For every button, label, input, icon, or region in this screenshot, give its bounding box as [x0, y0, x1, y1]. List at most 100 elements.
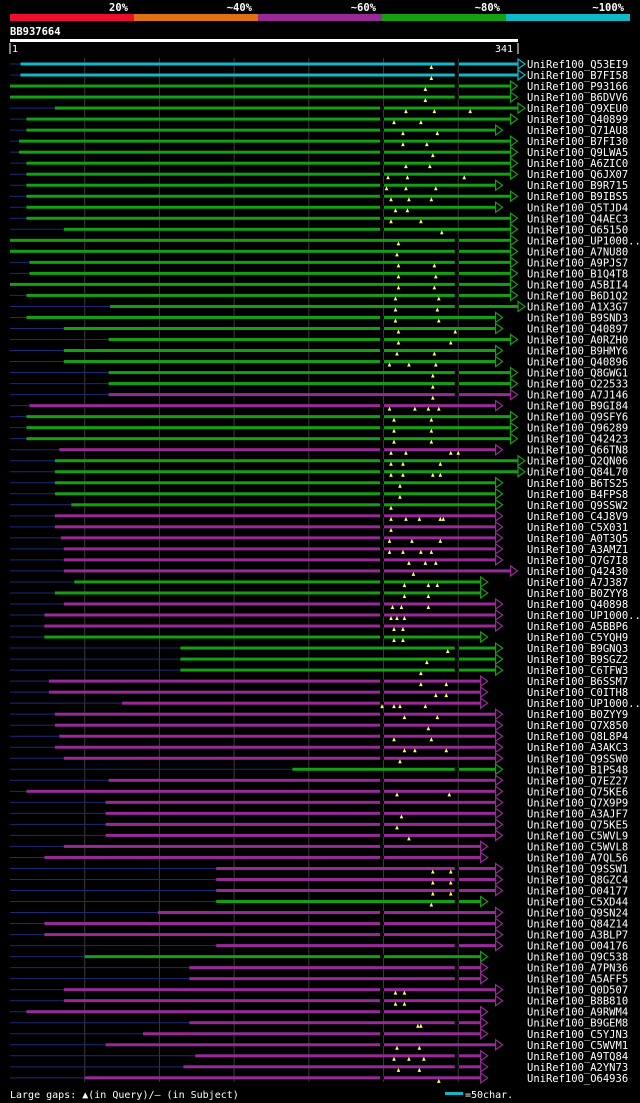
hit-label[interactable]: UniRef100_P93166	[527, 81, 628, 93]
hit-label[interactable]: UniRef100_C5X031	[527, 522, 628, 534]
hit-label[interactable]: UniRef100_C6TFW3	[527, 665, 628, 677]
hit-row[interactable]: UniRef100_Q84Z14	[10, 917, 628, 931]
hit-label[interactable]: UniRef100_A7NU80	[527, 246, 628, 258]
hit-row[interactable]: UniRef100_A0T3Q5	[10, 531, 628, 545]
hit-label[interactable]: UniRef100_B6DVV6	[527, 92, 628, 104]
hit-label[interactable]: UniRef100_Q6JX07	[527, 169, 628, 181]
hit-row[interactable]: UniRef100_Q7X9P9	[10, 796, 628, 809]
hit-row[interactable]: UniRef100_Q7G7I8	[10, 553, 628, 567]
hit-label[interactable]: UniRef100_A7J387	[527, 577, 628, 589]
hit-row[interactable]: UniRef100_A5BII4	[10, 278, 628, 291]
hit-label[interactable]: UniRef100_C4J8V9	[527, 511, 628, 523]
hit-label[interactable]: UniRef100_B9SGZ2	[527, 654, 628, 666]
hit-label[interactable]: UniRef100_Q4AEC3	[527, 213, 628, 225]
hit-label[interactable]: UniRef100_A9PJS7	[527, 257, 628, 269]
hit-label[interactable]: UniRef100_A0RZH0	[527, 335, 628, 347]
hit-row[interactable]: UniRef100_O64936	[10, 1071, 628, 1085]
hit-label[interactable]: UniRef100_B6SSM7	[527, 676, 628, 688]
hit-label[interactable]: UniRef100_UP1000...	[527, 610, 640, 622]
hit-label[interactable]: UniRef100_B9IBS5	[527, 191, 628, 203]
hit-label[interactable]: UniRef100_B0ZYY8	[527, 588, 628, 600]
hit-row[interactable]: UniRef100_Q42423	[10, 432, 628, 446]
hit-row[interactable]: UniRef100_A9TQ84	[10, 1049, 628, 1063]
hit-row[interactable]: UniRef100_A1X3G7	[10, 300, 628, 313]
hit-label[interactable]: UniRef100_A1X3G7	[527, 301, 628, 313]
hit-row[interactable]: UniRef100_O22533	[10, 377, 628, 391]
hit-label[interactable]: UniRef100_Q8GWG1	[527, 368, 628, 380]
hit-row[interactable]: UniRef100_Q5TJD4	[10, 201, 628, 214]
hit-label[interactable]: UniRef100_Q7EZ27	[527, 775, 628, 787]
hit-row[interactable]: UniRef100_Q4AEC3	[10, 212, 628, 225]
hit-row[interactable]: UniRef100_Q96289	[10, 421, 628, 435]
hit-label[interactable]: UniRef100_Q71AU8	[527, 125, 628, 137]
hit-label[interactable]: UniRef100_Q40896	[527, 357, 628, 369]
hit-label[interactable]: UniRef100_O65150	[527, 224, 628, 236]
hit-label[interactable]: UniRef100_Q9XEU0	[527, 103, 628, 115]
hit-row[interactable]: UniRef100_O04176	[10, 939, 628, 953]
hit-row[interactable]: UniRef100_Q40896	[10, 355, 628, 369]
hit-label[interactable]: UniRef100_UP1000...	[527, 698, 640, 710]
hit-label[interactable]: UniRef100_B4FPS8	[527, 489, 628, 501]
hit-label[interactable]: UniRef100_Q9SSW1	[527, 863, 628, 875]
hit-row[interactable]: UniRef100_C6TFW3	[10, 663, 628, 677]
hit-label[interactable]: UniRef100_Q9SFY6	[527, 412, 628, 424]
hit-row[interactable]: UniRef100_Q8GWG1	[10, 366, 628, 380]
hit-row[interactable]: UniRef100_A7QL56	[10, 851, 628, 864]
hit-label[interactable]: UniRef100_A9RWM4	[527, 1007, 628, 1019]
hit-row[interactable]: UniRef100_Q0D507	[10, 983, 628, 997]
hit-label[interactable]: UniRef100_Q9LWA5	[527, 147, 628, 159]
hit-row[interactable]: UniRef100_A7J387	[10, 575, 628, 589]
hit-label[interactable]: UniRef100_C5WVM1	[527, 1040, 628, 1052]
hit-row[interactable]: UniRef100_A3BLP7	[10, 928, 628, 942]
hit-label[interactable]: UniRef100_A7PN36	[527, 963, 628, 975]
hit-row[interactable]: UniRef100_B6TS25	[10, 476, 628, 490]
hit-row[interactable]: UniRef100_A2YN73	[10, 1060, 628, 1074]
hit-row[interactable]: UniRef100_B9GI84	[10, 399, 628, 413]
hit-row[interactable]: UniRef100_Q2QN06	[10, 454, 628, 468]
hit-label[interactable]: UniRef100_A3BLP7	[527, 930, 628, 942]
hit-label[interactable]: UniRef100_A3AKC3	[527, 742, 628, 754]
hit-label[interactable]: UniRef100_A7J146	[527, 390, 628, 402]
hit-label[interactable]: UniRef100_C5XD44	[527, 897, 628, 909]
hit-label[interactable]: UniRef100_Q40897	[527, 323, 628, 335]
hit-row[interactable]: UniRef100_B9GEM8	[10, 1016, 628, 1030]
hit-label[interactable]: UniRef100_O04177	[527, 886, 628, 898]
hit-label[interactable]: UniRef100_B9GNQ3	[527, 643, 628, 655]
hit-row[interactable]: UniRef100_Q40897	[10, 322, 628, 335]
hit-label[interactable]: UniRef100_A9TQ84	[527, 1051, 628, 1063]
hit-label[interactable]: UniRef100_Q96289	[527, 423, 628, 435]
hit-row[interactable]: UniRef100_B9GNQ3	[10, 641, 628, 655]
hit-row[interactable]: UniRef100_Q53EI9	[10, 57, 628, 71]
hit-label[interactable]: UniRef100_Q9SSW2	[527, 500, 628, 512]
hit-row[interactable]: UniRef100_C5WVM1	[10, 1038, 628, 1052]
hit-label[interactable]: UniRef100_B9SND3	[527, 312, 628, 324]
hit-label[interactable]: UniRef100_Q7G7I8	[527, 555, 628, 567]
hit-label[interactable]: UniRef100_C5YJN3	[527, 1029, 628, 1041]
hit-label[interactable]: UniRef100_A7QL56	[527, 852, 628, 864]
hit-row[interactable]: UniRef100_Q9LWA5	[10, 145, 628, 159]
hit-row[interactable]: UniRef100_Q75KE5	[10, 818, 628, 831]
hit-label[interactable]: UniRef100_O04176	[527, 941, 628, 953]
hit-row[interactable]: UniRef100_C5X031	[10, 520, 628, 534]
hit-label[interactable]: UniRef100_Q66TN8	[527, 445, 628, 457]
hit-row[interactable]: UniRef100_B9HMY6	[10, 344, 628, 358]
hit-label[interactable]: UniRef100_B7FI30	[527, 136, 628, 148]
hit-label[interactable]: UniRef100_A6ZIC0	[527, 158, 628, 170]
hit-label[interactable]: UniRef100_B9GEM8	[527, 1018, 628, 1030]
hit-row[interactable]: UniRef100_A3AJF7	[10, 807, 628, 820]
hit-label[interactable]: UniRef100_Q75KE5	[527, 819, 628, 831]
hit-label[interactable]: UniRef100_Q40899	[527, 114, 628, 126]
hit-row[interactable]: UniRef100_Q9XEU0	[10, 101, 628, 115]
hit-label[interactable]: UniRef100_UP1000...	[527, 235, 640, 247]
hit-label[interactable]: UniRef100_Q5TJD4	[527, 202, 628, 214]
hit-label[interactable]: UniRef100_Q9SN24	[527, 908, 628, 920]
hit-row[interactable]: UniRef100_A9PJS7	[10, 256, 628, 269]
hit-row[interactable]: UniRef100_A5BBP6	[10, 619, 628, 633]
hit-row[interactable]: UniRef100_B8B810	[10, 994, 628, 1008]
hit-row[interactable]: UniRef100_C5XD44	[10, 895, 628, 909]
hit-label[interactable]: UniRef100_O22533	[527, 379, 628, 391]
hit-label[interactable]: UniRef100_A3AMZ1	[527, 544, 628, 556]
hit-row[interactable]: UniRef100_Q71AU8	[10, 123, 628, 137]
hit-label[interactable]: UniRef100_B9HMY6	[527, 346, 628, 358]
hit-row[interactable]: UniRef100_B7FI58	[10, 68, 628, 82]
